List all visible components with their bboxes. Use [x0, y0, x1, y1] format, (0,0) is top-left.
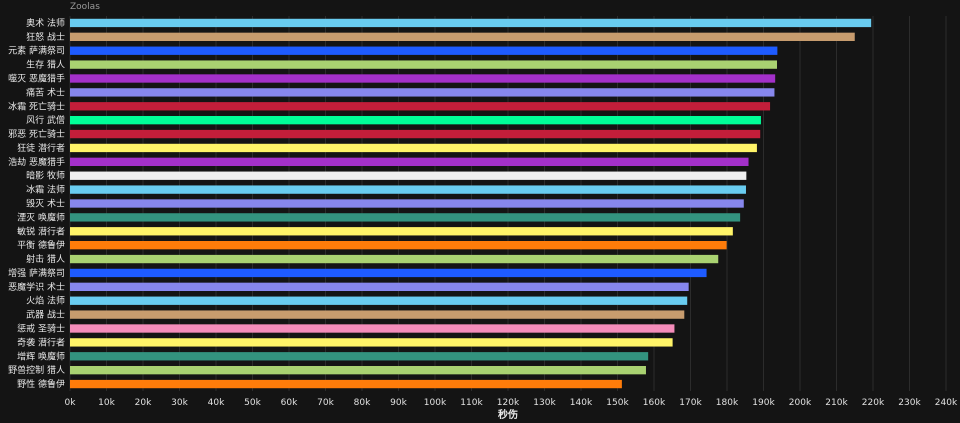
watermark-text: Zoolas — [70, 2, 100, 12]
category-label: 火焰 法师 — [26, 295, 65, 307]
x-tick-label: 0k — [65, 398, 77, 408]
category-label: 平衡 德鲁伊 — [17, 239, 65, 251]
bar[interactable] — [70, 227, 733, 236]
bar[interactable] — [70, 254, 719, 264]
bar[interactable] — [70, 116, 761, 125]
category-label: 恶魔学识 术士 — [8, 281, 65, 293]
bar[interactable] — [70, 379, 622, 389]
bar[interactable] — [70, 241, 727, 250]
bar[interactable] — [70, 310, 685, 319]
bar[interactable] — [70, 324, 675, 333]
bar[interactable] — [70, 199, 744, 208]
category-label: 奇袭 潜行者 — [17, 336, 65, 348]
bar[interactable] — [70, 296, 688, 305]
bar[interactable] — [70, 18, 872, 28]
x-tick-label: 170k — [679, 398, 702, 408]
x-tick-label: 160k — [643, 398, 666, 408]
x-tick-label: 220k — [862, 398, 885, 408]
bar[interactable] — [70, 157, 749, 166]
bar[interactable] — [70, 102, 771, 111]
category-label: 噬灭 恶魔猎手 — [8, 73, 65, 85]
x-tick-labels: 0k 10k 20k 30k 40k 50k 60k 70k 80k 90k 100k 110k 120… — [65, 398, 958, 408]
x-tick-label: 40k — [208, 398, 225, 408]
category-label: 野兽控制 猎人 — [8, 364, 65, 376]
category-label: 惩戒 圣骑士 — [17, 323, 65, 335]
x-tick-label: 80k — [354, 398, 371, 408]
x-tick-label: 60k — [281, 398, 298, 408]
x-tick-label: 130k — [533, 398, 556, 408]
bar[interactable] — [70, 213, 741, 222]
bar[interactable] — [70, 171, 747, 180]
category-label: 增辉 唤魔师 — [17, 350, 65, 362]
bar[interactable] — [70, 185, 746, 194]
category-label: 狂徒 潜行者 — [17, 142, 65, 154]
x-tick-label: 180k — [716, 398, 739, 408]
x-tick-label: 90k — [390, 398, 407, 408]
bar[interactable] — [70, 46, 778, 55]
category-label: 射击 猎人 — [26, 253, 65, 265]
category-label: 生存 猎人 — [26, 59, 65, 71]
category-label: 邪恶 死亡骑士 — [8, 128, 65, 140]
x-tick-label: 190k — [752, 398, 775, 408]
bar[interactable] — [70, 74, 776, 83]
bars — [70, 18, 872, 389]
category-label: 浩劫 恶魔猎手 — [8, 156, 65, 168]
bar[interactable] — [70, 268, 707, 278]
category-label: 狂怒 战士 — [26, 31, 65, 43]
x-tick-label: 50k — [244, 398, 261, 408]
x-tick-label: 20k — [135, 398, 152, 408]
bar[interactable] — [70, 32, 855, 41]
x-axis-label: 秒伤 — [498, 408, 518, 421]
x-tick-label: 120k — [497, 398, 520, 408]
bar[interactable] — [70, 338, 673, 347]
x-tick-label: 110k — [460, 398, 483, 408]
bar[interactable] — [70, 60, 778, 69]
bar[interactable] — [70, 88, 775, 97]
x-tick-label: 230k — [898, 398, 921, 408]
category-label: 湮灭 唤魔师 — [17, 211, 65, 223]
x-tick-label: 10k — [98, 398, 115, 408]
bar[interactable] — [70, 129, 761, 139]
category-label: 冰霜 死亡骑士 — [8, 100, 65, 112]
x-tick-label: 30k — [171, 398, 188, 408]
x-tick-label: 150k — [606, 398, 629, 408]
category-label: 奥术 法师 — [26, 17, 65, 29]
x-tick-label: 140k — [570, 398, 593, 408]
x-tick-label: 210k — [825, 398, 848, 408]
bar[interactable] — [70, 352, 649, 361]
category-label: 元素 萨满祭司 — [8, 45, 65, 57]
x-tick-label: 70k — [317, 398, 334, 408]
x-tick-label: 200k — [789, 398, 812, 408]
x-tick-label: 240k — [935, 398, 958, 408]
category-label: 敏锐 潜行者 — [17, 225, 65, 237]
category-label: 暗影 牧师 — [26, 170, 65, 182]
bar[interactable] — [70, 143, 757, 153]
bar[interactable] — [70, 366, 646, 375]
category-label: 野性 德鲁伊 — [17, 378, 65, 390]
category-label: 风行 武僧 — [26, 114, 65, 126]
category-label: 增强 萨满祭司 — [8, 267, 65, 279]
x-tick-label: 100k — [424, 398, 447, 408]
category-label: 毁灭 术士 — [26, 198, 65, 210]
category-label: 痛苦 术士 — [26, 86, 65, 98]
category-label: 冰霜 法师 — [26, 184, 65, 196]
bar[interactable] — [70, 282, 689, 291]
category-label: 武器 战士 — [26, 309, 65, 321]
